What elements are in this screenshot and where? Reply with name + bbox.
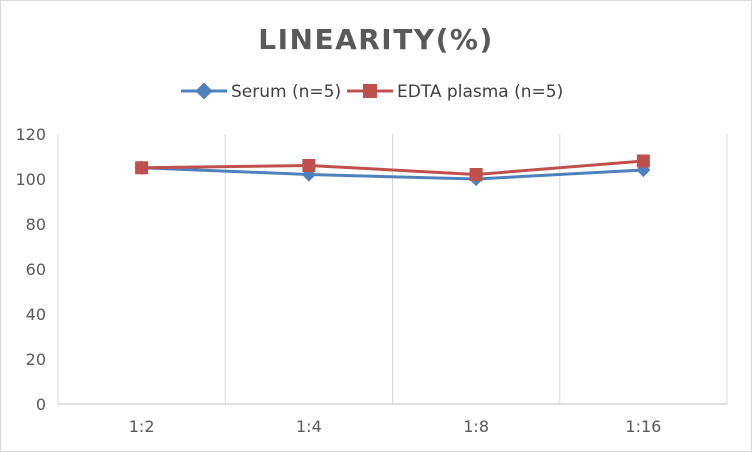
chart-title: LINEARITY(%) [258, 23, 494, 56]
axes: 0 20 40 60 80 100 120 1:2 1:4 1:8 1:16 [15, 125, 727, 436]
legend-item-serum: Serum (n=5) [181, 82, 341, 102]
x-tick-label: 1:16 [625, 417, 661, 436]
legend-label-edta-plasma: EDTA plasma (n=5) [397, 82, 563, 102]
y-tick-label: 120 [15, 125, 46, 144]
y-tick-label: 20 [26, 350, 46, 369]
data-point-edta-plasma-n-5 [636, 154, 650, 168]
legend-label-serum: Serum (n=5) [231, 82, 341, 102]
x-tick-label: 1:8 [463, 417, 489, 436]
y-tick-label: 40 [26, 305, 46, 324]
legend-marker-edta-plasma [363, 84, 377, 98]
gridlines [57, 134, 728, 404]
legend: Serum (n=5) EDTA plasma (n=5) [181, 82, 563, 102]
legend-marker-serum [195, 82, 213, 100]
x-tick-label: 1:2 [129, 417, 155, 436]
y-tick-label: 60 [26, 260, 46, 279]
y-tick-label: 0 [36, 395, 46, 414]
y-tick-label: 80 [26, 215, 46, 234]
data-point-edta-plasma-n-5 [135, 161, 149, 175]
x-tick-label: 1:4 [296, 417, 322, 436]
data-point-edta-plasma-n-5 [469, 168, 483, 181]
legend-item-edta-plasma: EDTA plasma (n=5) [347, 82, 563, 102]
series-line-serum-n-5 [141, 166, 644, 181]
series-line-edta-plasma-n-5 [141, 159, 644, 176]
y-tick-label: 100 [15, 170, 46, 189]
data-point-edta-plasma-n-5 [302, 159, 316, 172]
data-series [134, 154, 651, 187]
